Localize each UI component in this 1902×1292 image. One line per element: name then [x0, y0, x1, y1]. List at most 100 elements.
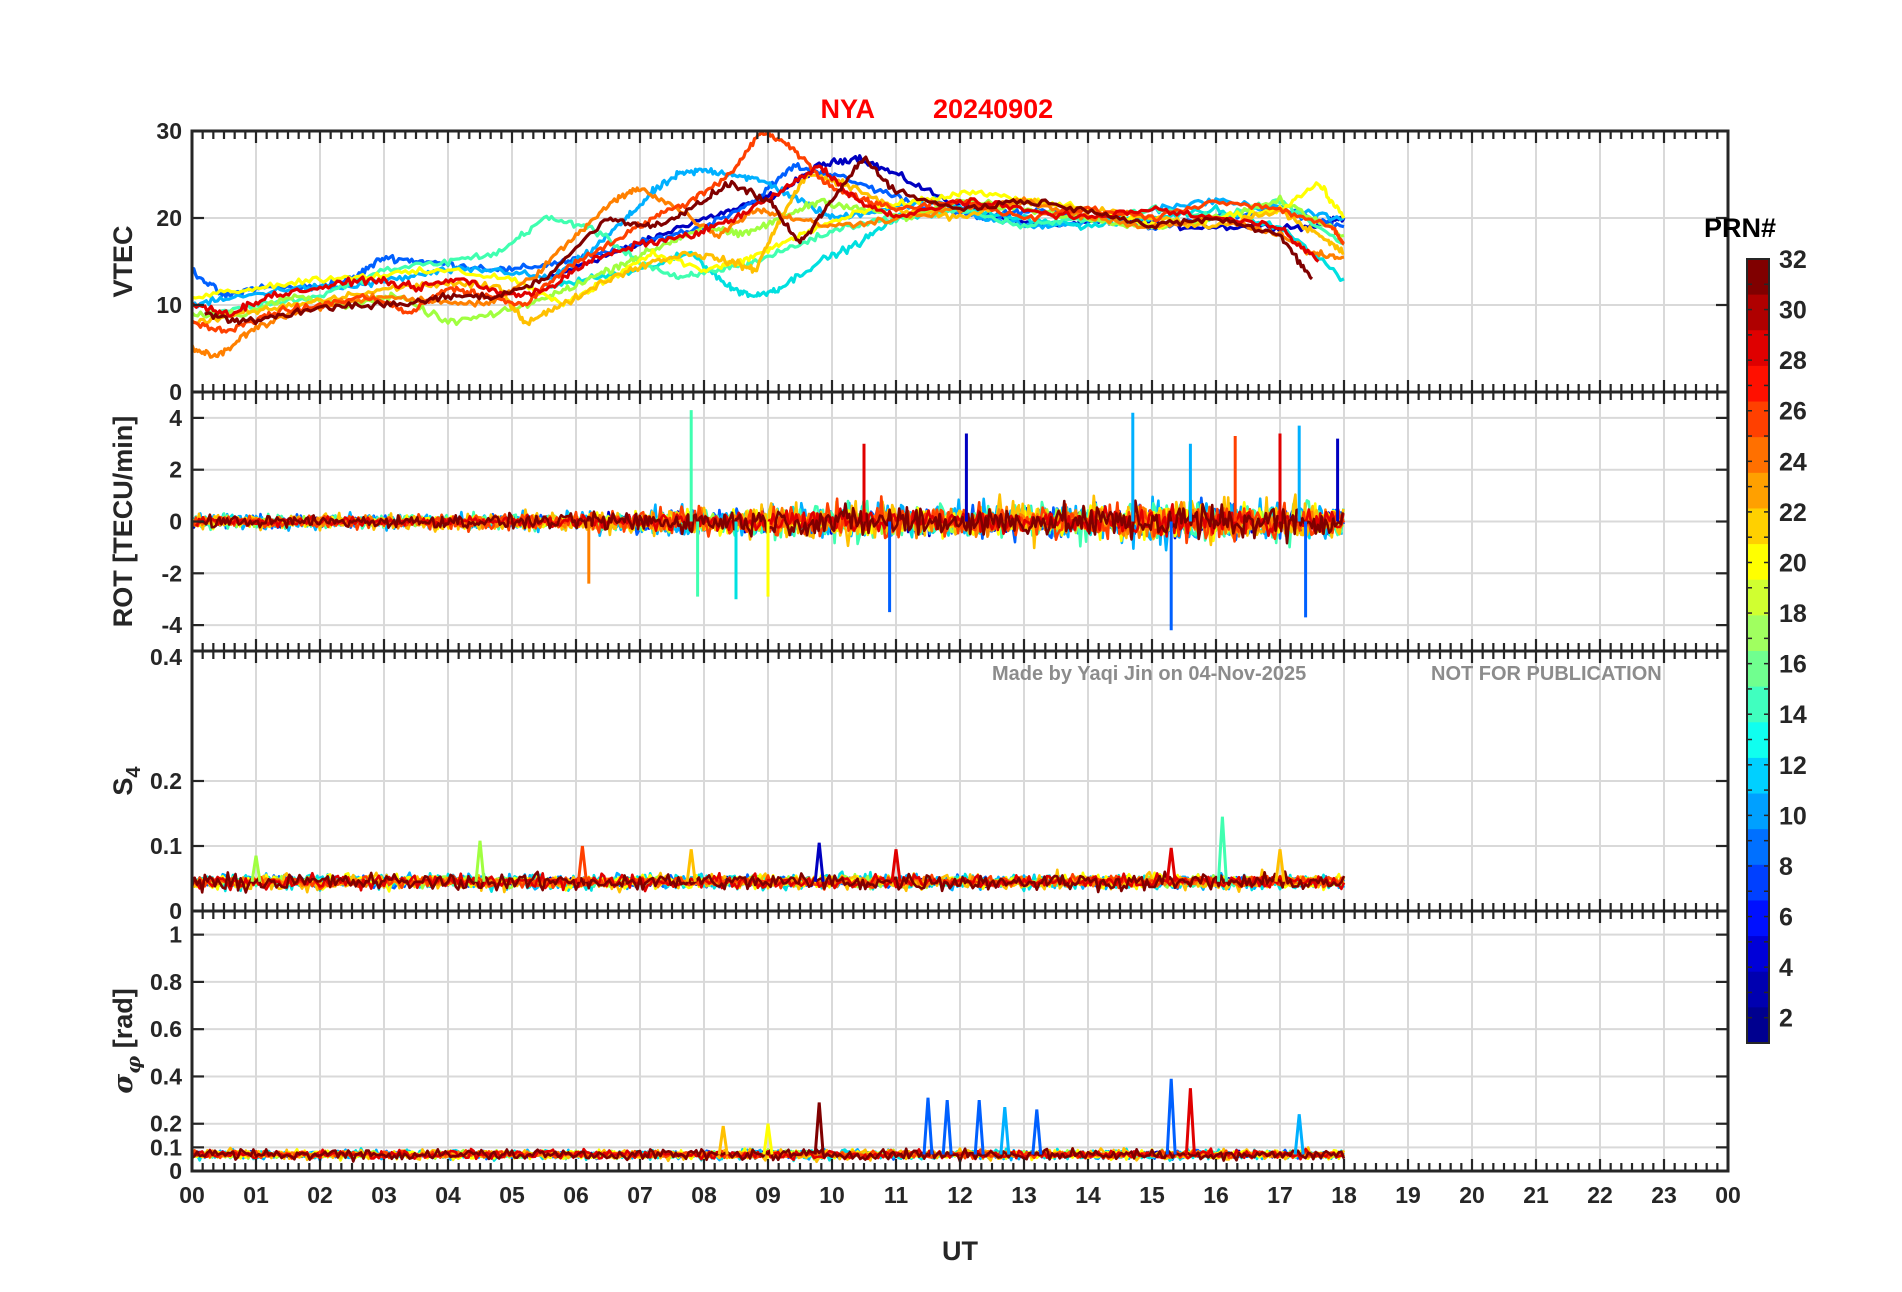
colorbar-tick-label: 16 — [1779, 651, 1807, 679]
spike — [973, 1099, 985, 1155]
data-s4 — [192, 816, 1346, 894]
spike — [1293, 1114, 1305, 1155]
x-tick-label: 17 — [1267, 1182, 1293, 1208]
spike — [813, 842, 825, 882]
x-tick-label: 04 — [435, 1182, 461, 1208]
spike — [922, 1097, 934, 1155]
colorbar-segment — [1747, 936, 1769, 973]
phi-subscript: φ — [121, 1056, 145, 1074]
colorbar-tick-label: 24 — [1779, 448, 1807, 476]
spike — [576, 845, 588, 882]
title-station: NYA — [820, 94, 875, 124]
colorbar-tick-label: 26 — [1779, 398, 1807, 426]
spike — [1165, 847, 1177, 882]
colorbar-segment — [1747, 294, 1769, 331]
y-tick-label: 0.2 — [150, 1111, 182, 1137]
colorbar-segment — [1747, 508, 1769, 545]
y-tick-label: -4 — [162, 612, 183, 638]
y-tick-label: 0 — [169, 1158, 182, 1184]
y-axis-label-vtec: VTEC — [108, 225, 138, 297]
panel-sigma_phi: 00.10.2 0.4 0.6 0.8 1 σφ [rad] — [108, 909, 1730, 1184]
colorbar-segment — [1747, 437, 1769, 474]
colorbar-segment — [1747, 1007, 1769, 1044]
x-tick-label: 13 — [1011, 1182, 1037, 1208]
grid-sigma_phi — [191, 911, 1729, 1172]
spike — [1274, 849, 1286, 882]
grid-s4 — [191, 651, 1729, 912]
data-vtec — [192, 131, 1346, 359]
sigma-symbol: σ — [108, 1074, 139, 1094]
rot-series-line — [197, 499, 1344, 545]
vtec-series-line — [192, 186, 1345, 359]
x-tick-label: 10 — [819, 1182, 845, 1208]
panel-s4: 0 0.1 0.2S4 — [108, 649, 1730, 924]
x-tick-label: 12 — [947, 1182, 973, 1208]
vtec-series-line — [204, 155, 1314, 326]
series-line — [192, 1147, 1346, 1163]
colorbar-tick-label: 2 — [1779, 1005, 1793, 1033]
x-tick-label: 09 — [755, 1182, 781, 1208]
y-tick-label: 20 — [156, 205, 182, 231]
colorbar-segment — [1747, 579, 1769, 616]
colorbar-segment — [1747, 472, 1769, 510]
spike — [474, 840, 486, 882]
unit: [rad] — [108, 988, 138, 1056]
series-line — [192, 1147, 1345, 1162]
x-tick-label: 20 — [1459, 1182, 1485, 1208]
colorbar-tick-label: 6 — [1779, 904, 1793, 932]
x-tick-label: 03 — [371, 1182, 397, 1208]
x-tick-label: 18 — [1331, 1182, 1357, 1208]
watermark-notice: NOT FOR PUBLICATION — [1431, 663, 1662, 685]
y-tick-label: 0.1 — [150, 833, 182, 859]
colorbar-frame — [1746, 258, 1770, 1044]
spike — [813, 1102, 825, 1155]
spike — [250, 855, 262, 882]
panel-vtec: 0 10 20 30 VTEC — [108, 118, 1730, 405]
data-rot — [192, 410, 1346, 631]
data-sigma_phi — [192, 1078, 1346, 1164]
colorbar-segment — [1747, 259, 1769, 296]
y-tick-label: 0.4 — [150, 1063, 182, 1089]
x-tick-label: 22 — [1587, 1182, 1613, 1208]
colorbar-segment — [1747, 864, 1769, 902]
panel-rot: -4 -2 0 2 4 0.4 ROT [TECU/min] — [108, 390, 1730, 670]
x-minor-ticks — [190, 911, 1730, 1171]
y-tick-label: 0.1 — [150, 1134, 182, 1160]
spike — [1165, 1078, 1177, 1155]
x-tick-label: 07 — [627, 1182, 653, 1208]
colorbar-tick-label: 12 — [1779, 752, 1807, 780]
x-minor-ticks — [190, 131, 1730, 392]
spike — [1184, 1088, 1196, 1155]
colorbar-tick-label: 18 — [1779, 600, 1807, 628]
y-tick-label: 2 — [169, 457, 182, 483]
subscript: 4 — [123, 766, 145, 778]
y-tick-label: 0.4 — [150, 644, 182, 670]
colorbar-segment — [1747, 971, 1769, 1008]
x-tick-label: 00 — [1715, 1182, 1741, 1208]
spike — [1216, 816, 1228, 882]
spike — [717, 1125, 729, 1155]
colorbar-segment — [1747, 686, 1769, 723]
colorbar-tick-label: 22 — [1779, 499, 1807, 527]
colorbar-segment — [1747, 544, 1769, 581]
spike — [762, 1123, 774, 1155]
colorbar-tick-label: 20 — [1779, 549, 1807, 577]
spike — [890, 849, 902, 882]
colorbar-segment — [1747, 401, 1769, 438]
spike — [685, 849, 697, 882]
colorbar-tick-label: 10 — [1779, 802, 1807, 830]
x-tick-label: 01 — [243, 1182, 269, 1208]
x-tick-label: 05 — [499, 1182, 525, 1208]
colorbar-segment — [1747, 900, 1769, 937]
y-tick-label: -2 — [162, 560, 182, 586]
x-axis-label: UT — [942, 1236, 978, 1266]
y-axis-label-rot: ROT [TECU/min] — [108, 416, 138, 627]
watermark-author: Made by Yaqi Jin on 04-Nov-2025 — [992, 663, 1306, 685]
colorbar-segment — [1747, 793, 1769, 830]
x-tick-label: 19 — [1395, 1182, 1421, 1208]
colorbar-segment — [1747, 615, 1769, 652]
title-date: 20240902 — [933, 94, 1053, 124]
